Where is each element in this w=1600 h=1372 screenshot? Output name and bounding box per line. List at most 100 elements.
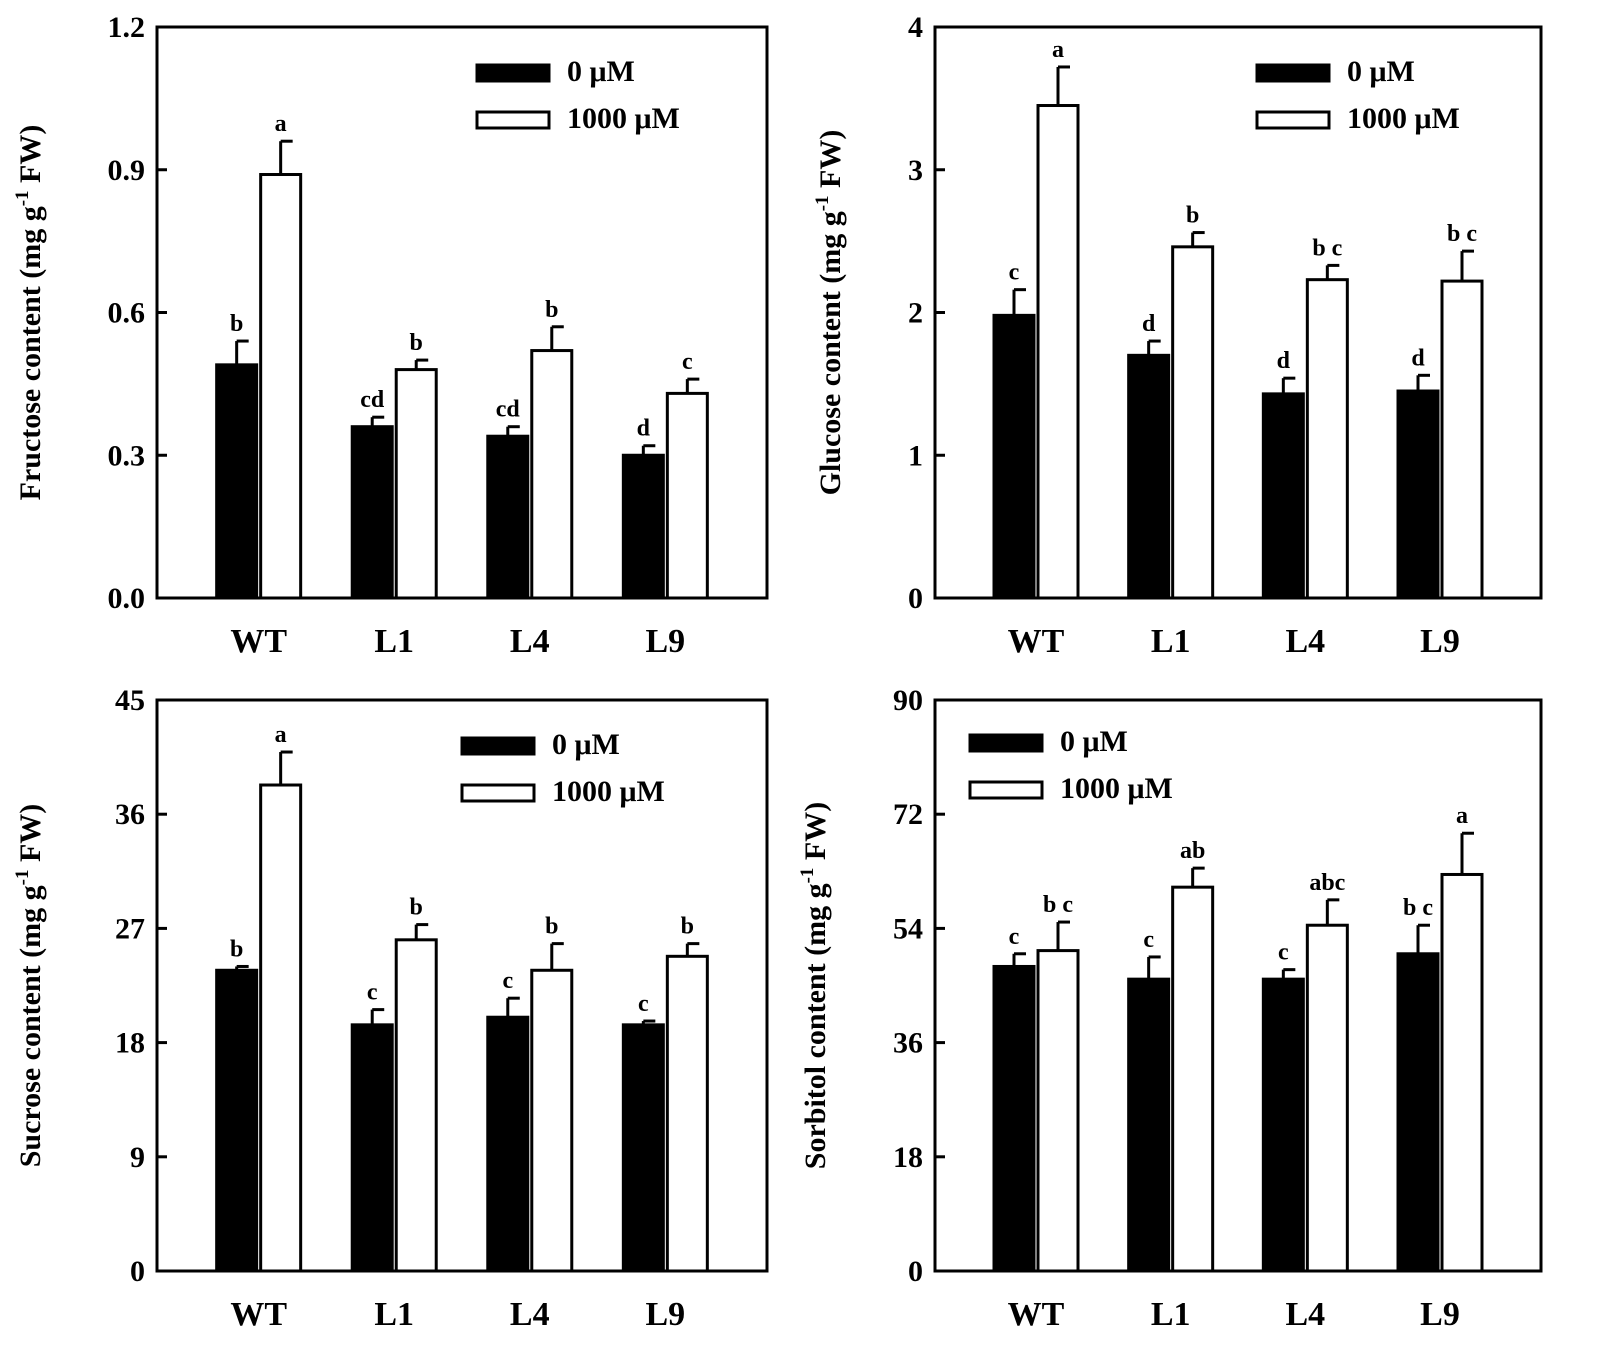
panel-glucose: 0 1 2 3 4 c a WT d b L1 d b c L4 d b c L9 Glucose content… (812, 11, 1543, 660)
bar-1000uM-l4 (1305, 278, 1349, 600)
bar-1000uM-l9 (665, 954, 709, 1273)
category-label: L4 (510, 1296, 550, 1333)
y-tick-label: 1 (908, 439, 923, 472)
significance-letter: c (1143, 927, 1154, 953)
category-label: L9 (645, 1296, 685, 1333)
legend: 0 μM 1000 μM (475, 55, 680, 135)
category-label: WT (230, 623, 287, 660)
category-label: WT (230, 1296, 287, 1333)
y-tick-label: 54 (893, 912, 923, 945)
significance-letter: c (367, 980, 378, 1006)
y-tick-label: 18 (115, 1027, 145, 1060)
legend-label: 1000 μM (552, 775, 665, 808)
bar-0uM-l9 (621, 453, 665, 600)
significance-letter: b (681, 914, 694, 940)
category-label: L4 (1285, 1296, 1325, 1333)
bar-0uM-l1 (350, 425, 394, 600)
y-tick-label: 2 (908, 297, 923, 330)
bar-1000uM-l9 (1440, 279, 1484, 600)
bar-1000uM-l1 (394, 368, 438, 600)
y-tick-label: 3 (908, 154, 923, 187)
significance-letter: b c (1403, 895, 1433, 921)
legend-label: 0 μM (552, 728, 620, 761)
significance-letter: d (1277, 348, 1291, 374)
bar-0uM-wt (992, 964, 1036, 1273)
y-tick-label: 27 (115, 912, 145, 945)
bar-1000uM-wt (259, 173, 303, 600)
y-axis-title: Glucose content (mg g-1 FW) (812, 130, 847, 496)
legend-label: 0 μM (1060, 725, 1128, 758)
bar-1000uM-l4 (530, 968, 574, 1273)
legend-label: 1000 μM (1060, 772, 1173, 805)
significance-letter: c (1278, 940, 1289, 966)
bar-1000uM-l4 (1305, 923, 1349, 1273)
legend-label: 0 μM (567, 55, 635, 88)
significance-letter: c (638, 991, 649, 1017)
category-label: L9 (1420, 623, 1460, 660)
bar-1000uM-l1 (1171, 245, 1215, 600)
panel-sorbitol: 0 18 36 54 72 90 c b c WT c ab L1 c abc L4 b c a L9 Sorbit… (797, 684, 1543, 1333)
legend-swatch (1255, 110, 1331, 130)
y-tick-label: 18 (893, 1141, 923, 1174)
bar-1000uM-wt (1036, 949, 1080, 1273)
significance-letter: c (1009, 260, 1020, 286)
bar-1000uM-l1 (1171, 885, 1215, 1273)
significance-letter: a (1052, 37, 1064, 63)
bar-0uM-wt (215, 968, 259, 1273)
category-label: L1 (374, 1296, 414, 1333)
significance-letter: abc (1309, 870, 1345, 896)
category-label: L4 (1285, 623, 1325, 660)
significance-letter: c (502, 968, 513, 994)
significance-letter: b (1186, 203, 1199, 229)
y-tick-label: 1.2 (108, 11, 146, 44)
significance-letter: d (1411, 345, 1425, 371)
y-tick-label: 4 (908, 11, 923, 44)
legend-swatch (475, 63, 551, 83)
y-tick-label: 36 (893, 1027, 923, 1060)
category-label: WT (1008, 623, 1065, 660)
significance-letter: d (1142, 311, 1156, 337)
legend: 0 μM 1000 μM (968, 725, 1173, 805)
significance-letter: a (275, 722, 287, 748)
bar-0uM-l1 (1127, 977, 1171, 1273)
bar-0uM-l1 (1127, 353, 1171, 600)
significance-letter: b (545, 297, 558, 323)
legend-swatch (475, 110, 551, 130)
significance-letter: c (682, 349, 693, 375)
significance-letter: b c (1447, 221, 1477, 247)
legend: 0 μM 1000 μM (460, 728, 665, 808)
category-label: L1 (1151, 623, 1191, 660)
bar-0uM-wt (215, 363, 259, 600)
bar-1000uM-l4 (530, 349, 574, 600)
y-axis-title: Sucrose content (mg g-1 FW) (12, 804, 47, 1168)
bar-0uM-l9 (1396, 952, 1440, 1273)
significance-letter: b (410, 330, 423, 356)
y-tick-label: 0.3 (108, 439, 146, 472)
significance-letter: b (230, 311, 243, 337)
bar-1000uM-l9 (665, 391, 709, 600)
bar-1000uM-wt (1036, 104, 1080, 600)
panel-fructose: 0.0 0.3 0.6 0.9 1.2 b a WT cd b L1 cd b L4 d c L9 Fructos… (12, 11, 769, 660)
y-axis-title: Sorbitol content (mg g-1 FW) (797, 802, 832, 1169)
significance-letter: ab (1180, 838, 1205, 864)
y-tick-label: 0.0 (108, 582, 146, 615)
bar-1000uM-l9 (1440, 872, 1484, 1273)
significance-letter: b c (1312, 235, 1342, 261)
category-label: L4 (510, 623, 550, 660)
bar-0uM-l9 (621, 1023, 665, 1273)
bar-0uM-l9 (1396, 389, 1440, 600)
y-tick-label: 0 (908, 582, 923, 615)
significance-letter: b c (1043, 892, 1073, 918)
y-tick-label: 0 (908, 1255, 923, 1288)
legend-swatch (460, 783, 536, 803)
category-label: WT (1008, 1296, 1065, 1333)
plot-frame (155, 698, 769, 1273)
bar-0uM-wt (992, 313, 1036, 600)
significance-letter: cd (360, 387, 385, 413)
significance-letter: b (230, 936, 243, 962)
y-tick-label: 36 (115, 798, 145, 831)
y-tick-label: 0.9 (108, 154, 146, 187)
plot-frame (933, 698, 1543, 1273)
bar-0uM-l4 (486, 1015, 530, 1273)
